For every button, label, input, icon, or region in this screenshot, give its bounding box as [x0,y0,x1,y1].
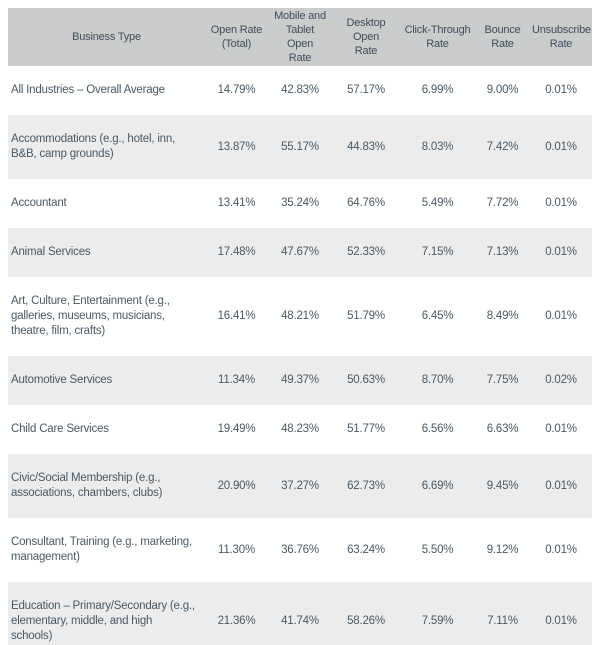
bounce-rate-cell: 7.72% [486,197,519,209]
open-rate-total-cell: 21.36% [217,615,256,627]
desktop-open-rate-cell: 57.17% [347,84,385,96]
table-row: Animal Services 17.48% 47.67% 52.33% 7.1… [8,228,592,277]
click-through-rate-cell: 6.69% [421,479,454,492]
open-rate-total-cell: 14.79% [217,84,256,96]
desktop-open-rate-cell: 64.76% [347,197,385,209]
business-type-cell: Accommodations (e.g., hotel, inn, B&B, c… [11,133,176,160]
bounce-rate-cell: 7.42% [486,140,519,153]
mobile-tablet-open-rate-cell: 49.37% [281,374,319,386]
unsubscribe-rate-cell: 0.01% [545,615,577,627]
bounce-rate-cell: 9.45% [486,479,519,492]
industry-email-stats-table: Business Type Open Rate (Total) Mobile a… [8,8,592,645]
mobile-tablet-open-rate-cell: 47.67% [281,246,319,258]
table-row: Automotive Services 11.34% 49.37% 50.63%… [8,356,592,405]
desktop-open-rate-cell: 44.83% [347,140,385,153]
business-type-cell: Animal Services [11,246,91,258]
unsubscribe-rate-cell: 0.01% [545,479,577,492]
bounce-rate-cell: 6.63% [486,423,519,435]
business-type-cell: Civic/Social Membership (e.g., associati… [11,472,163,499]
business-type-cell: Child Care Services [11,423,109,435]
open-rate-total-cell: 13.87% [217,140,256,153]
table-row: Accountant 13.41% 35.24% 64.76% 5.49% 7.… [8,179,592,228]
mobile-tablet-open-rate-cell: 48.21% [281,310,319,322]
unsubscribe-rate-cell: 0.01% [545,310,577,322]
click-through-rate-cell: 7.15% [421,246,454,258]
click-through-rate-cell: 5.50% [421,543,454,556]
click-through-rate-cell: 6.45% [421,310,454,322]
click-through-rate-cell: 8.70% [421,374,454,386]
table-row: Consultant, Training (e.g., marketing, m… [8,518,592,582]
desktop-open-rate-cell: 51.79% [347,310,385,322]
table-row: Accommodations (e.g., hotel, inn, B&B, c… [8,115,592,179]
business-type-cell: Education – Primary/Secondary (e.g., ele… [11,600,195,642]
desktop-open-rate-cell: 51.77% [347,423,385,435]
open-rate-total-cell: 19.49% [217,423,256,435]
bounce-rate-cell: 9.12% [486,543,519,556]
open-rate-total-cell: 20.90% [217,479,256,492]
mobile-tablet-open-rate-cell: 37.27% [281,479,319,492]
unsubscribe-rate-cell: 0.01% [545,197,577,209]
column-header-click-through-rate: Click-Through Rate [400,8,475,66]
unsubscribe-rate-cell: 0.01% [545,140,577,153]
table-header-row: Business Type Open Rate (Total) Mobile a… [8,8,592,66]
mobile-tablet-open-rate-cell: 41.74% [281,615,319,627]
open-rate-total-cell: 13.41% [217,197,256,209]
table-body: All Industries – Overall Average 14.79% … [8,66,592,645]
bounce-rate-cell: 7.75% [486,374,519,386]
unsubscribe-rate-cell: 0.01% [545,246,577,258]
table-header: Business Type Open Rate (Total) Mobile a… [8,8,592,66]
column-header-mobile-tablet-open-rate: Mobile and Tablet Open Rate [268,8,332,66]
unsubscribe-rate-cell: 0.01% [545,423,577,435]
open-rate-total-cell: 11.30% [218,543,255,556]
bounce-rate-cell: 8.49% [486,310,519,322]
unsubscribe-rate-cell: 0.01% [545,543,577,556]
business-type-cell: Consultant, Training (e.g., marketing, m… [11,536,192,563]
click-through-rate-cell: 7.59% [421,615,454,627]
mobile-tablet-open-rate-cell: 55.17% [281,140,319,153]
business-type-cell: All Industries – Overall Average [11,84,165,96]
column-header-unsubscribe-rate: Unsubscribe Rate [530,8,592,66]
desktop-open-rate-cell: 58.26% [347,615,385,627]
click-through-rate-cell: 5.49% [421,197,454,209]
column-header-open-rate-total: Open Rate (Total) [205,8,268,66]
table-row: Civic/Social Membership (e.g., associati… [8,454,592,518]
bounce-rate-cell: 9.00% [486,84,519,96]
bounce-rate-cell: 7.11% [487,615,518,627]
desktop-open-rate-cell: 62.73% [347,479,385,492]
column-header-bounce-rate: Bounce Rate [475,8,530,66]
table-row: Education – Primary/Secondary (e.g., ele… [8,582,592,645]
mobile-tablet-open-rate-cell: 36.76% [281,543,319,556]
table-row: Child Care Services 19.49% 48.23% 51.77%… [8,405,592,454]
desktop-open-rate-cell: 50.63% [347,374,385,386]
unsubscribe-rate-cell: 0.01% [545,84,577,96]
click-through-rate-cell: 6.56% [421,423,454,435]
column-header-desktop-open-rate: Desktop Open Rate [332,8,400,66]
mobile-tablet-open-rate-cell: 42.83% [281,84,319,96]
table-row: All Industries – Overall Average 14.79% … [8,66,592,115]
business-type-cell: Accountant [11,197,67,209]
open-rate-total-cell: 16.41% [217,310,256,322]
column-header-business-type: Business Type [8,8,205,66]
open-rate-total-cell: 11.34% [218,374,255,386]
mobile-tablet-open-rate-cell: 48.23% [281,423,319,435]
business-type-cell: Art, Culture, Entertainment (e.g., galle… [11,295,170,337]
mobile-tablet-open-rate-cell: 35.24% [281,197,319,209]
business-type-cell: Automotive Services [11,374,113,386]
click-through-rate-cell: 8.03% [421,140,454,153]
desktop-open-rate-cell: 52.33% [347,246,385,258]
unsubscribe-rate-cell: 0.02% [545,374,577,386]
table-row: Art, Culture, Entertainment (e.g., galle… [8,277,592,356]
desktop-open-rate-cell: 63.24% [347,543,385,556]
bounce-rate-cell: 7.13% [486,246,519,258]
click-through-rate-cell: 6.99% [421,84,454,96]
open-rate-total-cell: 17.48% [217,246,256,258]
